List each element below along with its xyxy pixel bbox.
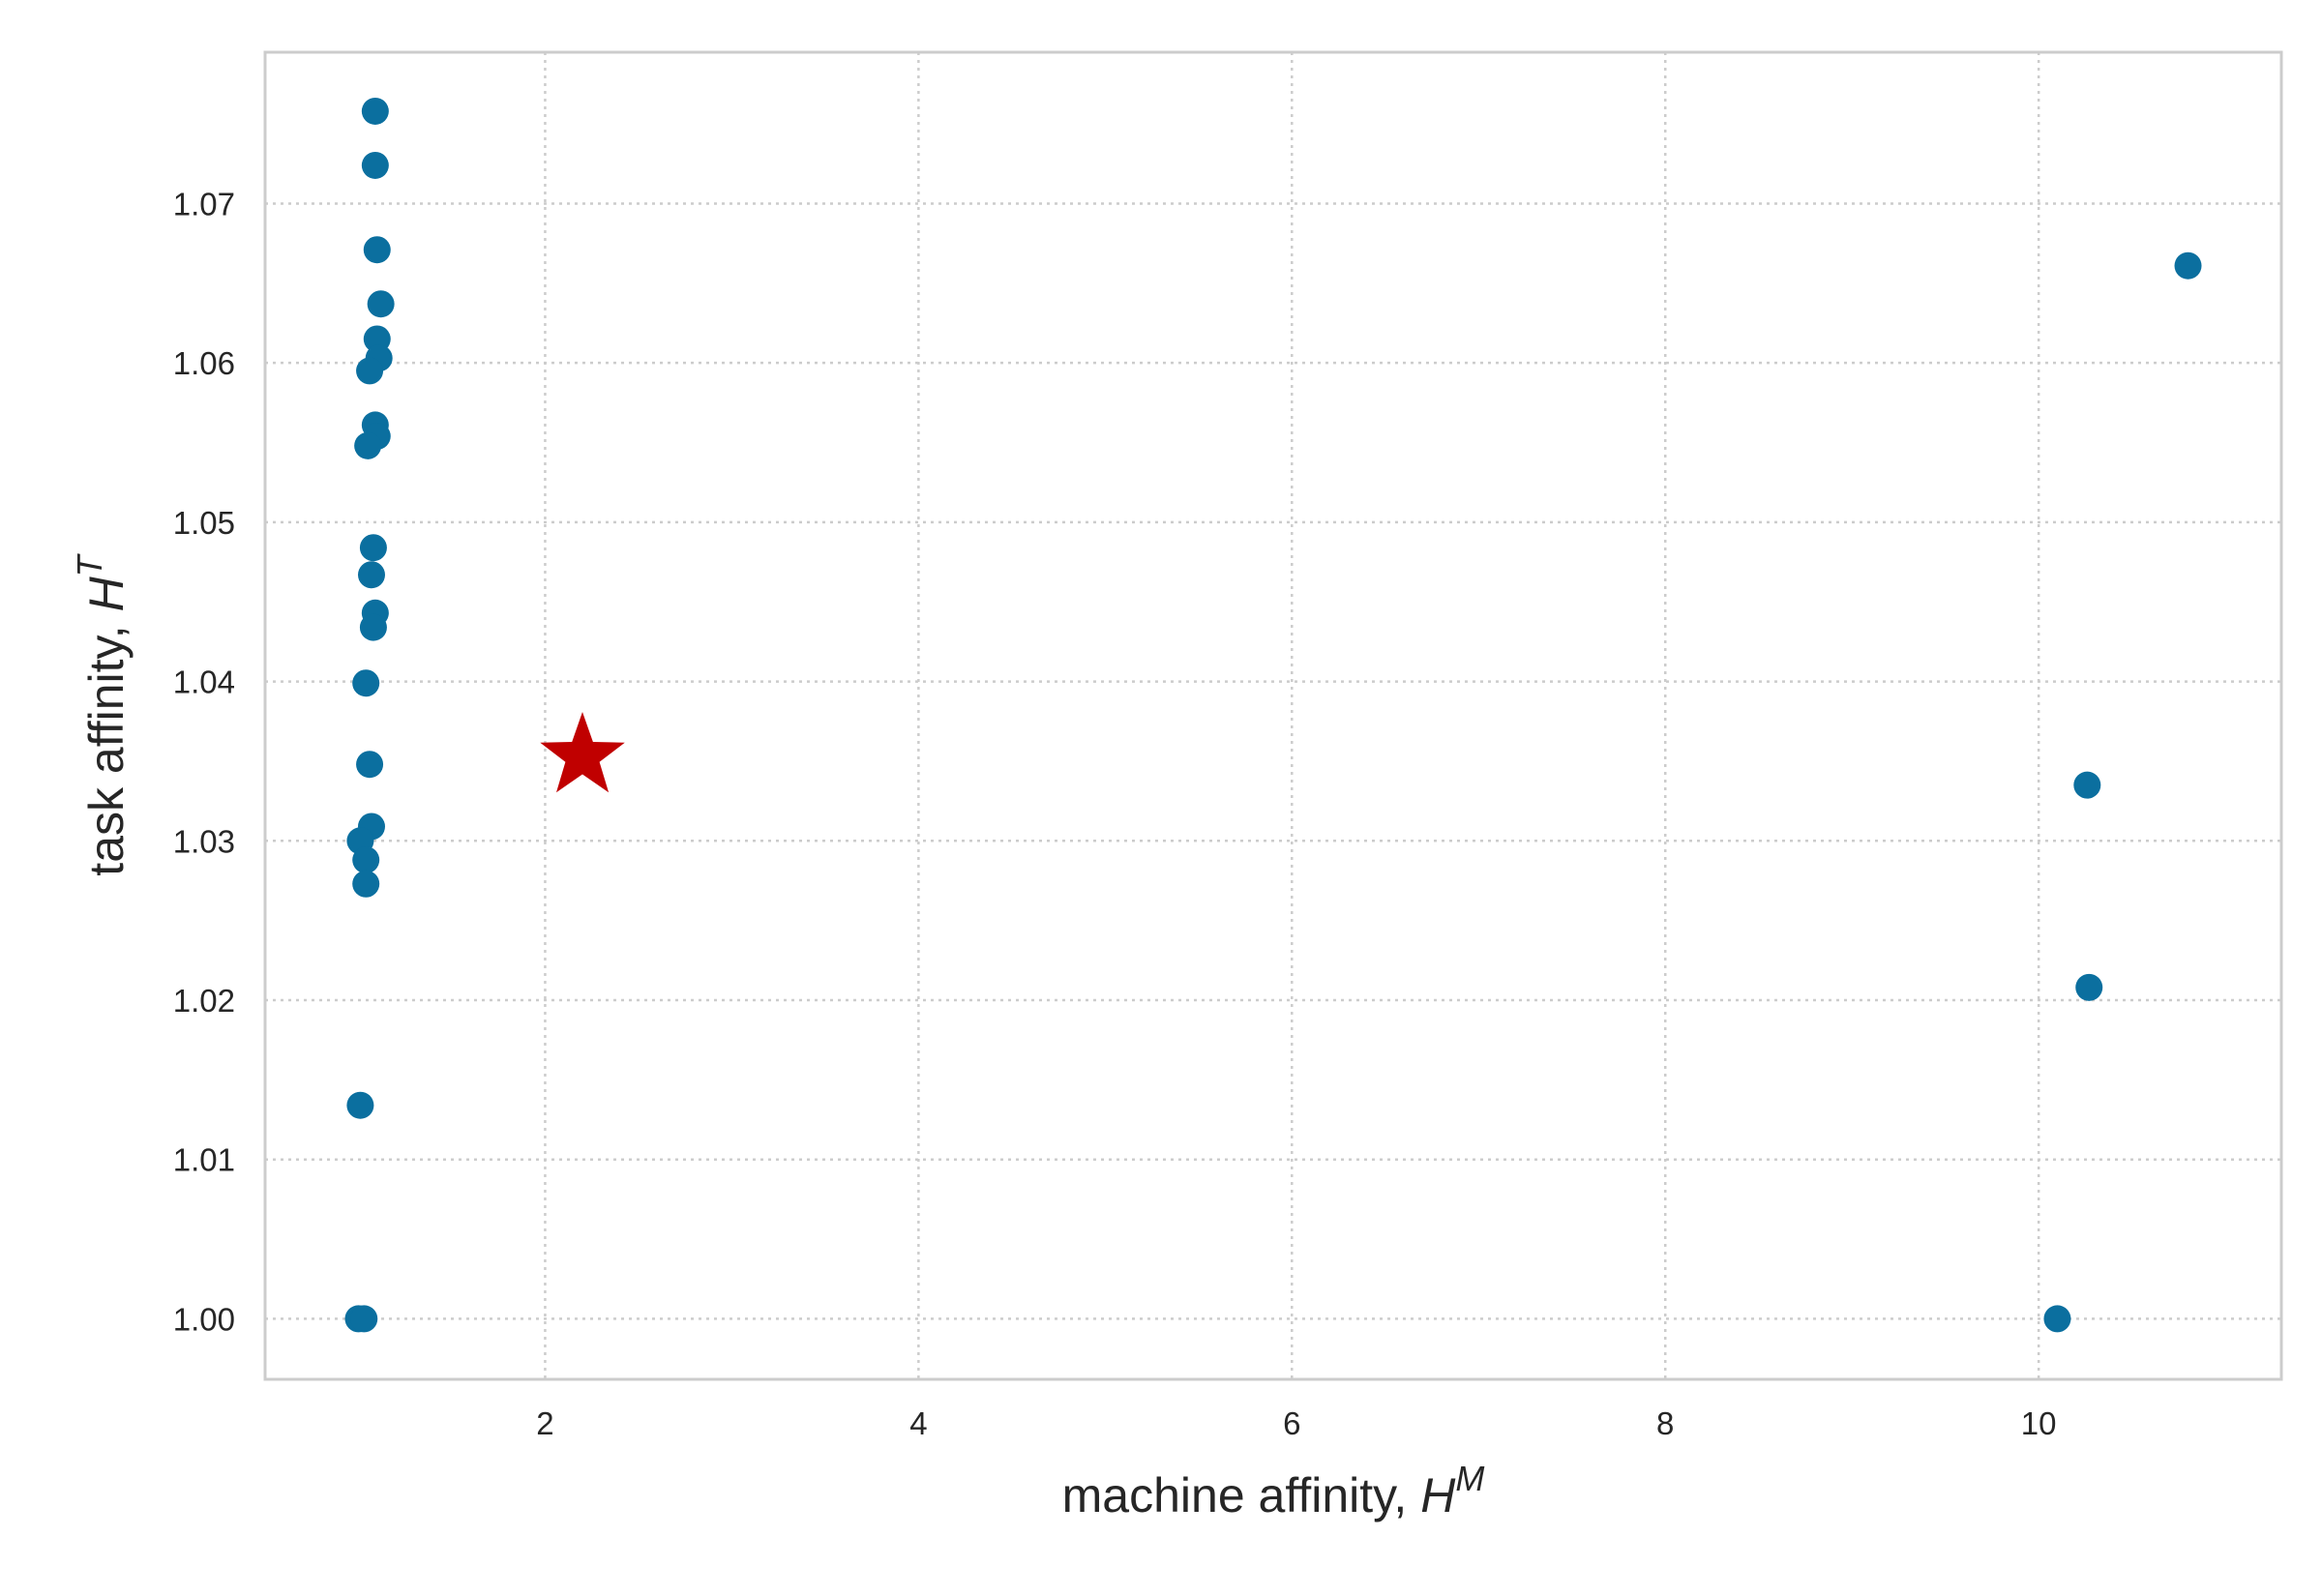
x-tick-label: 10	[2021, 1405, 2057, 1441]
y-tick-label: 1.06	[173, 345, 235, 381]
data-point	[361, 151, 389, 179]
data-point	[352, 669, 380, 697]
highlight-star-point	[540, 712, 625, 793]
data-point	[354, 431, 382, 459]
data-point	[2075, 973, 2103, 1001]
data-point	[357, 561, 385, 589]
y-tick-label: 1.07	[173, 186, 235, 222]
x-tick-label: 6	[1283, 1405, 1300, 1441]
data-point	[356, 751, 384, 779]
data-point	[361, 97, 389, 125]
y-axis-label: task affinity, HT	[70, 552, 134, 875]
grid-lines	[265, 52, 2281, 1379]
y-tick-label: 1.03	[173, 823, 235, 859]
x-axis-label-text: machine affinity,	[1062, 1468, 1421, 1522]
x-tick-label: 4	[909, 1405, 927, 1441]
x-tick-label: 2	[536, 1405, 553, 1441]
y-tick-label: 1.01	[173, 1142, 235, 1178]
x-tick-labels: 2 4 6 8 10	[536, 1405, 2056, 1441]
data-point	[356, 357, 384, 385]
data-points	[344, 97, 2202, 1333]
data-point	[352, 846, 380, 874]
data-point	[350, 1305, 378, 1333]
x-axis-label-sup: M	[1455, 1459, 1484, 1498]
y-tick-label: 1.05	[173, 505, 235, 541]
y-tick-label: 1.00	[173, 1301, 235, 1337]
y-tick-label: 1.04	[173, 665, 235, 700]
y-axis-label-var: H	[79, 576, 134, 611]
plot-frame	[263, 50, 2283, 1381]
x-axis-label: machine affinity, HM	[1062, 1459, 1485, 1522]
y-tick-labels: 1.00 1.01 1.02 1.03 1.04 1.05 1.06 1.07	[173, 186, 235, 1337]
data-point	[346, 1091, 374, 1119]
y-tick-label: 1.02	[173, 983, 235, 1019]
data-point	[359, 534, 387, 562]
data-point	[2174, 251, 2202, 280]
data-point	[359, 613, 387, 641]
data-point	[2043, 1305, 2071, 1333]
data-point	[352, 870, 380, 898]
y-axis-label-text: task affinity,	[79, 611, 134, 875]
data-point	[367, 290, 395, 318]
x-axis-label-var: H	[1420, 1468, 1456, 1522]
y-axis-label-sup: T	[70, 552, 109, 576]
x-tick-label: 8	[1656, 1405, 1674, 1441]
data-point	[363, 236, 391, 264]
data-point	[2073, 771, 2101, 799]
